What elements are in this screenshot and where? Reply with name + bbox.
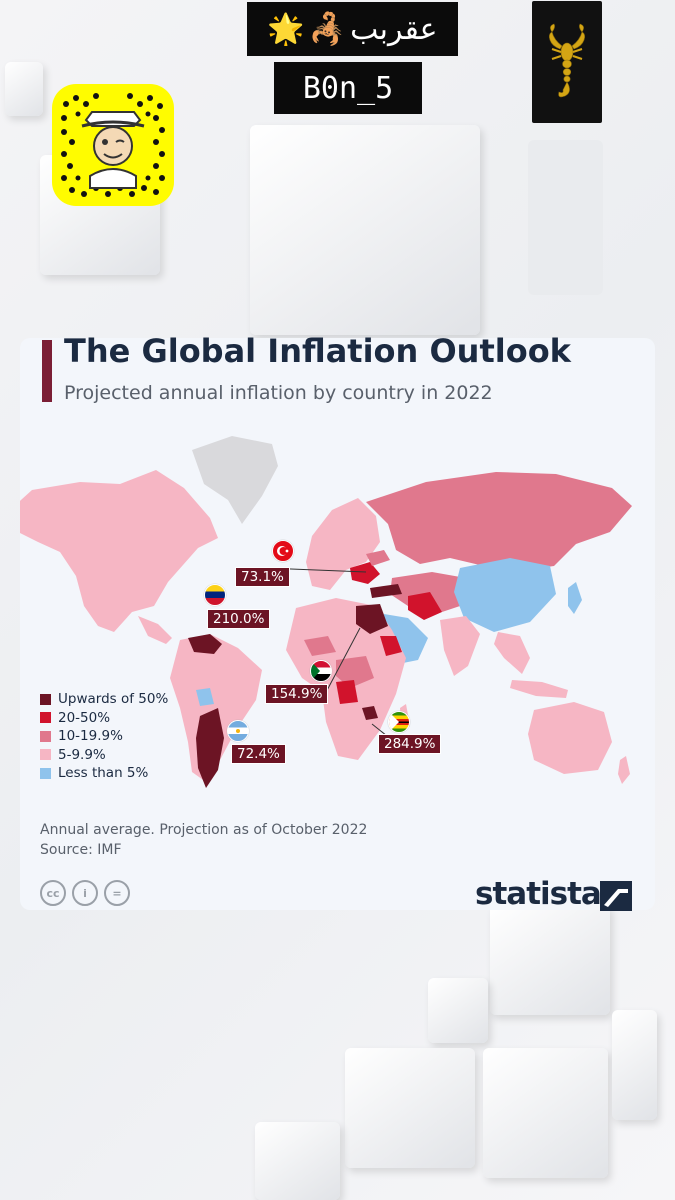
legend: Upwards of 50% 20-50% 10-19.9% 5-9.9% Le… (40, 690, 168, 783)
venezuela-callout: 210.0% (207, 609, 271, 629)
bg-square (490, 905, 610, 1015)
central-america-region (138, 616, 172, 644)
overlay-handle: B0n_5 (274, 62, 422, 114)
attribution-icon: i (72, 880, 98, 906)
legend-swatch (40, 767, 51, 779)
sudan-callout-line (323, 627, 361, 697)
license-icons: cc i = (40, 880, 130, 906)
southeast-asia-region (494, 632, 530, 674)
handle-text: B0n_5 (302, 70, 394, 106)
legend-label: 10-19.9% (58, 728, 123, 745)
north-america-region (20, 470, 218, 632)
legend-label: 20-50% (58, 709, 111, 726)
bg-square (428, 978, 488, 1043)
bg-square (483, 1048, 608, 1178)
eastern-europe-region (350, 562, 380, 584)
argentina-region (196, 708, 224, 788)
infographic-card: The Global Inflation Outlook Projected a… (20, 332, 655, 912)
china-region (454, 558, 556, 632)
statista-logo-text: statista (475, 876, 602, 912)
russia-region (366, 472, 632, 570)
bolivia-region (196, 688, 214, 706)
footnote-annual: Annual average. Projection as of October… (40, 822, 368, 838)
bg-square (250, 125, 480, 335)
bg-square (255, 1122, 340, 1200)
indonesia-region (510, 680, 568, 698)
overlay-title-text: عقربب (350, 11, 438, 47)
angola-region (336, 680, 358, 704)
iran-region (408, 592, 442, 620)
bg-square (612, 1010, 657, 1120)
statista-logo-icon (600, 881, 632, 911)
zimbabwe-flag-icon (388, 711, 410, 733)
footnote: Annual average. Projection as of October… (40, 820, 367, 860)
legend-label: Upwards of 50% (58, 691, 169, 708)
legend-item: 20-50% (40, 709, 168, 728)
australia-region (528, 702, 612, 774)
no-derivatives-icon: = (104, 880, 130, 906)
argentina-flag-icon (227, 720, 249, 742)
legend-swatch (40, 749, 51, 761)
legend-label: 5-9.9% (58, 746, 106, 763)
legend-item: Less than 5% (40, 764, 168, 783)
legend-label: Less than 5% (58, 765, 149, 782)
chart-title: The Global Inflation Outlook (64, 332, 571, 370)
star-icon: 🌟 (267, 11, 305, 47)
turkey-callout: 73.1% (235, 567, 290, 587)
overlay-title: 🌟 🦂 عقربب (247, 2, 458, 56)
legend-swatch (40, 693, 51, 705)
world-map (20, 436, 632, 788)
europe-region (306, 498, 380, 590)
zimbabwe-callout: 284.9% (378, 734, 442, 754)
title-accent-bar (42, 340, 52, 402)
south-america-region (170, 634, 262, 782)
sudan-flag-icon (310, 660, 332, 682)
footnote-source: Source: IMF (40, 842, 122, 858)
turkey-flag-icon (272, 540, 294, 562)
chart-subtitle: Projected annual inflation by country in… (64, 382, 493, 404)
greenland-region (192, 436, 278, 524)
venezuela-flag-icon (204, 584, 226, 606)
venezuela-region (188, 634, 222, 654)
argentina-callout: 72.4% (231, 744, 286, 764)
bg-square (345, 1048, 475, 1168)
sudan-region (356, 604, 388, 634)
legend-swatch (40, 730, 51, 742)
central-africa-region (336, 656, 374, 688)
bg-square (528, 140, 603, 295)
legend-item: 10-19.9% (40, 727, 168, 746)
snapchat-snapcode-icon[interactable] (52, 84, 174, 206)
west-africa-region (304, 636, 336, 656)
scorpion-emoji-icon: 🦂 (308, 11, 347, 47)
legend-swatch (40, 712, 51, 724)
ukraine-region (366, 550, 390, 566)
bg-square (5, 62, 43, 116)
sudan-callout: 154.9% (265, 684, 329, 704)
ethiopia-region (380, 636, 402, 656)
legend-item: Upwards of 50% (40, 690, 168, 709)
gold-scorpion-icon (549, 23, 585, 98)
new-zealand-region (618, 756, 630, 784)
cc-icon: cc (40, 880, 66, 906)
japan-region (568, 582, 582, 614)
turkey-region (370, 584, 402, 598)
legend-item: 5-9.9% (40, 746, 168, 765)
zimbabwe-region (362, 706, 378, 720)
india-region (440, 616, 480, 676)
scorpion-badge (532, 1, 602, 123)
